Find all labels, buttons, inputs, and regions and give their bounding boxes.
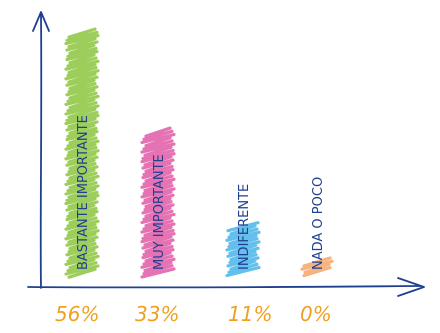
bars-group (64, 27, 334, 279)
x-axis-arrowhead (397, 277, 425, 297)
bar-4 (300, 256, 334, 278)
x-axis (27, 285, 421, 289)
value-label-4: 0% (300, 302, 332, 326)
category-label-4: NADA O POCO (311, 177, 326, 270)
bar-1 (64, 27, 100, 279)
bar-3 (225, 221, 261, 278)
category-labels: BASTANTE IMPORTANTE MUY IMPORTANTE INDIFER… (76, 115, 326, 270)
value-label-3: 11% (228, 302, 272, 326)
bar-2 (140, 126, 176, 279)
y-axis (39, 14, 43, 289)
value-label-2: 33% (135, 302, 179, 326)
percentage-labels: 56% 33% 11% 0% (55, 302, 332, 326)
category-label-3: INDIFERENTE (237, 184, 252, 270)
value-label-1: 56% (55, 302, 99, 326)
category-label-2: MUY IMPORTANTE (152, 154, 167, 270)
category-label-1: BASTANTE IMPORTANTE (76, 115, 91, 270)
y-axis-arrowhead (32, 11, 50, 32)
